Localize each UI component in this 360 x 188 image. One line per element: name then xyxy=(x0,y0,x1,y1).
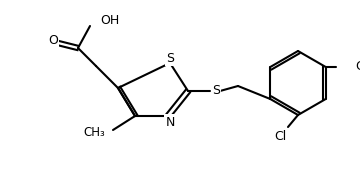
Text: Cl: Cl xyxy=(274,130,286,143)
Text: OH: OH xyxy=(100,14,119,27)
Text: O: O xyxy=(48,35,58,48)
Text: S: S xyxy=(166,52,174,64)
Text: Cl: Cl xyxy=(356,61,360,74)
Text: CH₃: CH₃ xyxy=(83,127,105,139)
Text: N: N xyxy=(165,115,175,129)
Text: S: S xyxy=(212,84,220,98)
